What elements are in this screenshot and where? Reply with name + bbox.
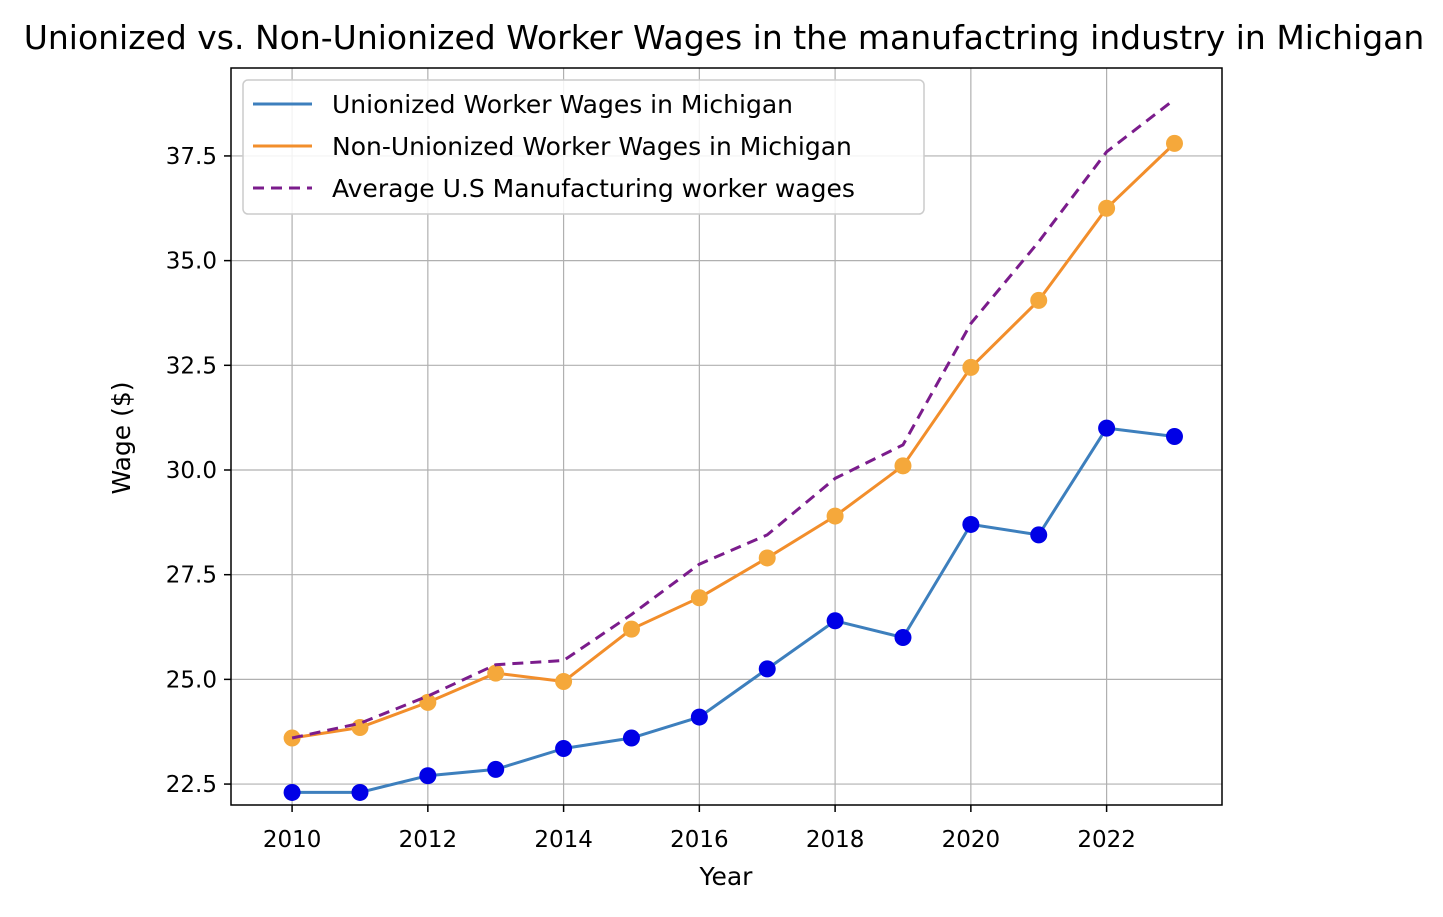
series-1-point bbox=[1165, 428, 1183, 445]
series-2-point bbox=[351, 719, 369, 737]
series-1-point bbox=[894, 629, 912, 646]
series-2-point bbox=[555, 672, 573, 690]
x-tick-label: 2022 bbox=[1077, 827, 1136, 853]
series-1-point bbox=[555, 739, 573, 757]
legend-label-3: Average U.S Manufacturing worker wages bbox=[332, 174, 855, 203]
series-2-point bbox=[1098, 199, 1116, 217]
y-tick-label: 25.0 bbox=[166, 667, 217, 693]
plot-area-frame bbox=[230, 67, 1223, 806]
y-tick-label: 27.5 bbox=[166, 563, 217, 589]
series-2-point bbox=[690, 589, 708, 607]
series-1-point bbox=[962, 515, 980, 533]
x-tick-label: 2010 bbox=[263, 827, 322, 853]
x-tick-label: 2016 bbox=[670, 827, 729, 853]
series-1-point bbox=[283, 783, 301, 801]
series-1-point bbox=[1098, 419, 1116, 437]
chart-title: Unionized vs. Non-Unionized Worker Wages… bbox=[24, 18, 1425, 57]
series-line-3 bbox=[291, 98, 1176, 740]
y-tick-label: 32.5 bbox=[166, 353, 217, 379]
y-tick-label: 35.0 bbox=[166, 249, 217, 275]
series-2-point bbox=[962, 358, 980, 376]
x-tick-label: 2012 bbox=[399, 827, 458, 853]
x-tick-label: 2018 bbox=[806, 827, 865, 853]
series-2-point bbox=[487, 664, 505, 682]
series-2-point bbox=[622, 620, 640, 638]
axis-ticks: 2010 2012 2014 2016 2018 2020 2022 22.5 25.0 27.5… bbox=[166, 144, 1136, 853]
y-axis-title: Wage ($) bbox=[107, 381, 136, 494]
series-1-point bbox=[1030, 526, 1048, 544]
x-axis-title: Year bbox=[699, 862, 754, 891]
legend: Unionized Worker Wages in Michigan Non-Un… bbox=[242, 79, 925, 215]
x-tick-label: 2020 bbox=[942, 827, 1001, 853]
legend-label-1: Unionized Worker Wages in Michigan bbox=[332, 90, 793, 119]
series-2-point bbox=[894, 457, 912, 475]
series-2-point bbox=[1030, 291, 1048, 309]
y-tick-label: 22.5 bbox=[166, 772, 217, 798]
series-2-point bbox=[419, 693, 437, 711]
series-1-point bbox=[826, 612, 844, 630]
series-1-point bbox=[419, 767, 437, 785]
y-tick-label: 37.5 bbox=[166, 144, 217, 170]
series-line-1 bbox=[292, 426, 1175, 794]
series-2-point bbox=[283, 729, 301, 747]
series-1-point bbox=[690, 708, 708, 726]
series-1-point bbox=[487, 760, 505, 778]
series-2-point bbox=[826, 507, 844, 525]
legend-label-2: Non-Unionized Worker Wages in Michigan bbox=[332, 132, 852, 161]
series-1-point bbox=[758, 660, 776, 678]
series-2-point bbox=[1165, 134, 1183, 152]
data-series bbox=[283, 98, 1183, 801]
series-line-2 bbox=[291, 142, 1176, 740]
y-tick-label: 30.0 bbox=[166, 458, 217, 484]
series-1-point bbox=[351, 783, 369, 801]
legend-box bbox=[242, 79, 925, 215]
series-1-point bbox=[622, 729, 640, 747]
series-2-point bbox=[758, 549, 776, 567]
x-tick-label: 2014 bbox=[534, 827, 593, 853]
